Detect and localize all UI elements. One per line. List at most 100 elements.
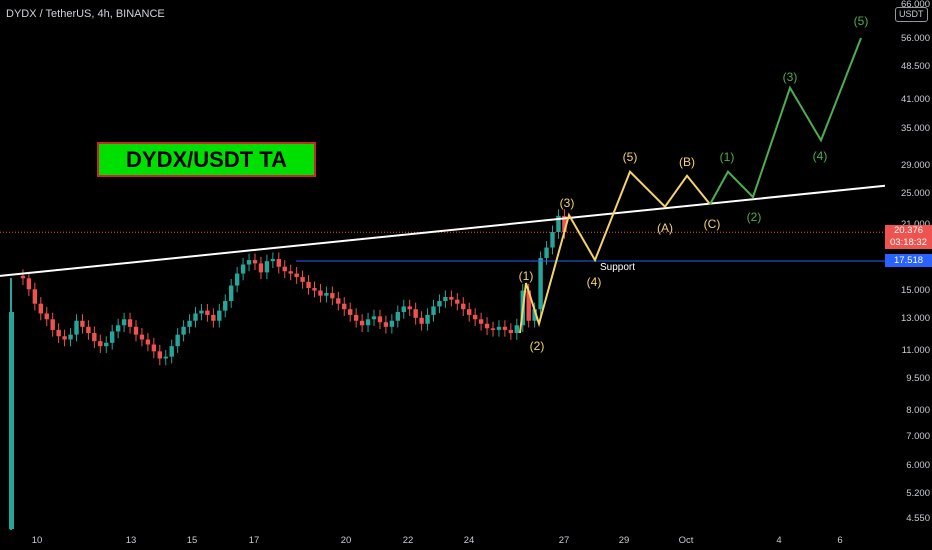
time-tick-label: 6 xyxy=(837,535,842,546)
candle-body xyxy=(133,326,139,335)
yellow-wave-path[interactable] xyxy=(519,169,711,334)
candle-body xyxy=(50,319,55,330)
candle-body xyxy=(127,319,133,327)
time-tick-label: 22 xyxy=(403,535,414,546)
time-axis[interactable]: 10 13 15 17 20 22 24 27 29 Oct 4 6 xyxy=(32,535,843,546)
candle-body xyxy=(110,331,115,343)
price-tick-label: 13.000 xyxy=(901,313,930,324)
ta-title-box[interactable]: DYDX/USDT TA Update: xyxy=(97,142,316,203)
candle-body xyxy=(330,293,335,299)
candle-body xyxy=(312,288,317,291)
yellow-wave-label: (1) xyxy=(519,269,534,283)
candle-body xyxy=(44,313,49,320)
candle-body xyxy=(56,329,61,337)
candle-body xyxy=(9,312,14,529)
candle-body xyxy=(92,333,97,342)
candle-body xyxy=(353,314,359,321)
candle-body xyxy=(288,271,293,274)
support-label: Support xyxy=(600,262,635,273)
price-tick-label: 5.200 xyxy=(906,488,930,499)
candle-body xyxy=(425,314,430,324)
candle-body xyxy=(306,281,311,289)
candle-body xyxy=(336,298,341,304)
candle-body xyxy=(407,306,412,310)
time-tick-label: 13 xyxy=(126,535,137,546)
candle-body xyxy=(478,319,484,324)
trendline[interactable] xyxy=(0,184,886,277)
candle-body xyxy=(371,316,377,320)
currency-badge[interactable]: USDT xyxy=(895,7,928,22)
candle-body xyxy=(121,319,127,326)
price-tick-label: 6.000 xyxy=(906,460,930,471)
price-tick-label: 48.500 xyxy=(901,61,930,72)
candle-body xyxy=(217,310,222,321)
symbol-header: DYDX / TetherUS, 4h, BINANCE xyxy=(6,8,165,20)
green-wave-label: (5) xyxy=(854,14,869,28)
green-wave-label: (2) xyxy=(747,210,762,224)
candle-body xyxy=(532,309,537,321)
candle-body xyxy=(449,297,454,300)
candle-body xyxy=(169,346,174,357)
candle-body xyxy=(550,231,555,248)
candle-body xyxy=(139,334,145,340)
countdown-value: 03:18:32 xyxy=(890,237,927,248)
candle-body xyxy=(395,312,400,321)
yellow-wave-label: (5) xyxy=(623,150,638,164)
time-tick-label: Oct xyxy=(679,535,694,546)
candle-body xyxy=(104,342,109,347)
candle-body xyxy=(229,285,234,301)
candle-body xyxy=(443,297,448,301)
candle-body xyxy=(526,290,531,321)
candle-body xyxy=(181,326,186,335)
candle-body xyxy=(455,299,460,304)
yellow-wave-label: (3) xyxy=(560,196,575,210)
candle-body xyxy=(294,273,299,278)
candle-body xyxy=(32,289,38,304)
candle-body xyxy=(163,356,168,359)
candle-body xyxy=(205,310,210,315)
time-tick-label: 17 xyxy=(249,535,260,546)
candle-body xyxy=(246,260,252,265)
candle-body xyxy=(252,260,258,264)
yellow-wave-label: (2) xyxy=(530,339,545,353)
price-axis[interactable]: 66.000 56.000 48.500 41.000 35.000 29.000 25.0… xyxy=(901,0,930,524)
candle-body xyxy=(431,306,436,315)
candle-body xyxy=(115,325,121,332)
candle-body xyxy=(544,247,549,258)
wave-labels: (1) (2) (3) (4) (5) (A) (B) (C) (1) (2) (3) (4) (5) xyxy=(519,14,869,353)
candle-body xyxy=(258,263,264,273)
candle-body xyxy=(264,261,270,273)
time-tick-label: 27 xyxy=(559,535,570,546)
green-wave-path[interactable] xyxy=(709,37,862,205)
candle-body xyxy=(419,317,424,324)
price-tick-label: 15.000 xyxy=(901,285,930,296)
candle-body xyxy=(413,309,418,318)
candle-body xyxy=(496,326,502,330)
candle-body xyxy=(490,328,496,330)
candle-body xyxy=(538,257,543,310)
yellow-wave-label: (B) xyxy=(679,155,695,169)
price-tick-label: 8.000 xyxy=(906,405,930,416)
candle-body xyxy=(401,306,406,313)
candle-body xyxy=(502,326,508,330)
time-tick-label: 24 xyxy=(464,535,475,546)
candle-body xyxy=(348,309,353,315)
candle-body xyxy=(26,278,32,290)
candle-body xyxy=(342,303,347,310)
green-wave-label: (1) xyxy=(720,150,735,164)
time-tick-label: 29 xyxy=(619,535,630,546)
candle-body xyxy=(377,316,383,323)
candle-body xyxy=(38,303,43,314)
time-tick-label: 20 xyxy=(341,535,352,546)
candle-body xyxy=(98,341,103,347)
candle-body xyxy=(62,336,67,340)
candle-body xyxy=(145,339,151,345)
candle-body xyxy=(80,320,85,327)
candle-body xyxy=(389,320,395,327)
candle-body xyxy=(276,259,281,267)
candle-body xyxy=(508,329,514,334)
price-tick-label: 4.550 xyxy=(906,513,930,524)
price-tick-label: 56.000 xyxy=(901,33,930,44)
price-tick-label: 7.000 xyxy=(906,431,930,442)
